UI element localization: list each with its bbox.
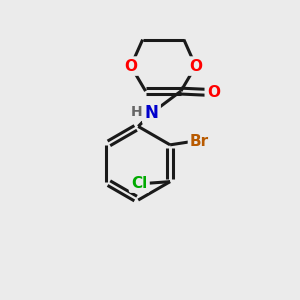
Text: O: O — [189, 58, 202, 74]
Text: H: H — [130, 105, 142, 119]
Text: O: O — [207, 85, 220, 100]
Text: Cl: Cl — [131, 176, 147, 190]
Text: N: N — [145, 104, 158, 122]
Text: O: O — [124, 58, 137, 74]
Text: Br: Br — [190, 134, 209, 149]
